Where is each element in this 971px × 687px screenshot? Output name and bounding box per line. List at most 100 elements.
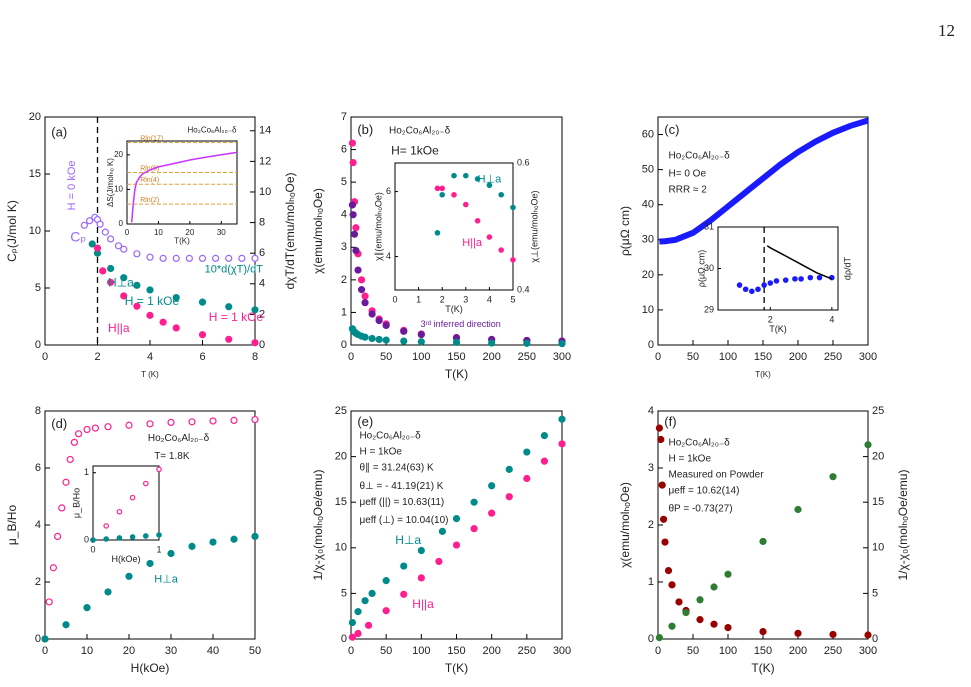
x-axis-label: T(K) bbox=[174, 237, 190, 246]
annotation: (a) bbox=[51, 124, 67, 139]
x-tick-label: 0 bbox=[42, 351, 48, 363]
y-tick-label: 20 bbox=[29, 111, 41, 123]
y-tick-label: 0 bbox=[84, 534, 89, 544]
annotation: (d) bbox=[51, 416, 67, 431]
data-point bbox=[558, 440, 566, 448]
y-tick-label: 40 bbox=[642, 199, 654, 211]
x-tick-label: 1 bbox=[416, 294, 421, 304]
y-tick-label: 6 bbox=[341, 143, 347, 155]
data-point bbox=[357, 286, 366, 294]
data-point bbox=[462, 172, 469, 179]
data-point bbox=[159, 254, 167, 262]
reference-label: Rln(6) bbox=[140, 165, 159, 172]
y-tick-label: 15 bbox=[335, 496, 347, 508]
data-point bbox=[736, 282, 743, 288]
y-tick-label: 20 bbox=[642, 269, 654, 281]
data-point bbox=[382, 577, 390, 585]
data-point bbox=[146, 253, 154, 261]
y-tick-label: 0 bbox=[648, 633, 654, 645]
y-tick-label: 0 bbox=[35, 339, 41, 351]
x-tick-label: 150 bbox=[754, 645, 772, 657]
y-tick-label: 0 bbox=[119, 219, 124, 228]
annotation: H⊥a bbox=[108, 276, 134, 290]
data-point bbox=[696, 596, 704, 604]
data-point bbox=[742, 286, 749, 293]
x-tick-label: 150 bbox=[447, 351, 465, 363]
data-point bbox=[829, 630, 837, 639]
y2-tick-label: 12 bbox=[259, 155, 271, 167]
data-point bbox=[400, 337, 408, 345]
y-axis-label: 1/χ-χ₀(molₕₒOe/emu) bbox=[311, 470, 325, 581]
annotation: H= 0 Oe bbox=[669, 169, 707, 180]
data-point bbox=[352, 246, 360, 255]
data-point bbox=[438, 527, 447, 535]
data-point bbox=[133, 281, 141, 289]
y-tick-label: 20 bbox=[114, 150, 123, 159]
y2-tick-label: 0 bbox=[872, 633, 878, 645]
y-tick-label: 4 bbox=[386, 251, 391, 261]
data-point bbox=[354, 608, 362, 616]
data-point bbox=[375, 316, 383, 325]
data-point bbox=[107, 235, 115, 243]
annotation: H = 1 kOe bbox=[209, 310, 264, 324]
data-point bbox=[80, 221, 88, 229]
data-point bbox=[349, 211, 357, 219]
y2-tick-label: 10 bbox=[259, 186, 271, 198]
annotation: 10*d(χT)/dT bbox=[205, 264, 264, 276]
data-point bbox=[657, 435, 665, 444]
data-point bbox=[696, 616, 704, 624]
data-point bbox=[349, 159, 357, 167]
y-tick-label: 4 bbox=[341, 209, 347, 221]
x-tick-label: 30 bbox=[217, 228, 226, 237]
x-tick-label: 50 bbox=[380, 351, 392, 363]
data-point bbox=[767, 280, 774, 286]
y-tick-label: 31 bbox=[704, 221, 714, 231]
data-point bbox=[864, 631, 872, 639]
data-point bbox=[439, 191, 446, 198]
data-point bbox=[251, 339, 259, 347]
data-point bbox=[452, 338, 461, 346]
data-point bbox=[198, 331, 207, 339]
data-point bbox=[167, 418, 175, 426]
data-point bbox=[188, 542, 196, 550]
x-tick-label: 2 bbox=[768, 314, 773, 324]
x-tick-label: 0 bbox=[348, 645, 354, 657]
data-point bbox=[368, 589, 376, 598]
y2-tick-label: 15 bbox=[872, 496, 884, 508]
data-point bbox=[523, 339, 531, 347]
data-point bbox=[505, 493, 513, 501]
y-tick-label: 10 bbox=[114, 185, 123, 194]
x-axis-label: T(K) bbox=[445, 367, 468, 381]
data-point bbox=[90, 537, 96, 543]
data-point bbox=[523, 474, 531, 483]
data-point bbox=[510, 256, 516, 263]
annotation: H||a bbox=[108, 321, 130, 335]
data-point bbox=[103, 536, 110, 542]
y-axis-label: ρ(μΩ cm) bbox=[696, 250, 706, 288]
x-tick-label: 3 bbox=[463, 294, 468, 304]
x-tick-label: 250 bbox=[518, 351, 536, 363]
plot-frame bbox=[657, 410, 869, 640]
data-point bbox=[107, 278, 115, 286]
data-point bbox=[41, 635, 49, 643]
data-point bbox=[91, 424, 100, 432]
data-point bbox=[417, 546, 425, 555]
x-tick-label: 100 bbox=[719, 351, 737, 363]
x-tick-label: 50 bbox=[380, 645, 392, 657]
data-point bbox=[348, 139, 357, 147]
annotation: μeff (⊥) = 10.04(10) bbox=[359, 515, 448, 526]
data-point bbox=[829, 473, 837, 481]
data-point bbox=[488, 482, 496, 490]
data-point bbox=[198, 254, 207, 262]
data-point bbox=[172, 293, 180, 302]
data-point bbox=[864, 441, 872, 449]
reference-label: Rln(17) bbox=[140, 135, 163, 142]
data-point bbox=[120, 245, 128, 253]
data-point bbox=[435, 557, 443, 566]
data-point bbox=[474, 218, 481, 224]
data-point bbox=[156, 532, 162, 538]
data-point bbox=[225, 303, 233, 311]
y2-tick-label: 5 bbox=[872, 587, 878, 599]
data-point bbox=[146, 286, 154, 294]
data-point bbox=[116, 535, 123, 541]
